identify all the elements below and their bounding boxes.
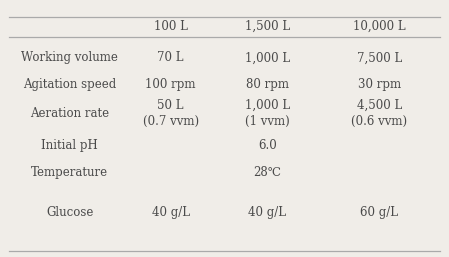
Text: 28℃: 28℃ — [253, 166, 281, 179]
Text: Working volume: Working volume — [21, 51, 118, 64]
Text: 100 rpm: 100 rpm — [145, 78, 196, 91]
Text: 1,000 L
(1 vvm): 1,000 L (1 vvm) — [245, 99, 290, 128]
Text: 6.0: 6.0 — [258, 139, 277, 152]
Text: Temperature: Temperature — [31, 166, 108, 179]
Text: Agitation speed: Agitation speed — [23, 78, 116, 91]
Text: Glucose: Glucose — [46, 206, 93, 218]
Text: 50 L
(0.7 vvm): 50 L (0.7 vvm) — [143, 99, 198, 128]
Text: 60 g/L: 60 g/L — [361, 206, 398, 218]
Text: 70 L: 70 L — [157, 51, 184, 64]
Text: 1,000 L: 1,000 L — [245, 51, 290, 64]
Text: 100 L: 100 L — [154, 20, 188, 33]
Text: 7,500 L: 7,500 L — [357, 51, 402, 64]
Text: Aeration rate: Aeration rate — [30, 107, 109, 120]
Text: 10,000 L: 10,000 L — [353, 20, 406, 33]
Text: 1,500 L: 1,500 L — [245, 20, 290, 33]
Text: 40 g/L: 40 g/L — [152, 206, 189, 218]
Text: 30 rpm: 30 rpm — [358, 78, 401, 91]
Text: 40 g/L: 40 g/L — [248, 206, 286, 218]
Text: 80 rpm: 80 rpm — [246, 78, 289, 91]
Text: Initial pH: Initial pH — [41, 139, 98, 152]
Text: 4,500 L
(0.6 vvm): 4,500 L (0.6 vvm) — [351, 99, 407, 128]
